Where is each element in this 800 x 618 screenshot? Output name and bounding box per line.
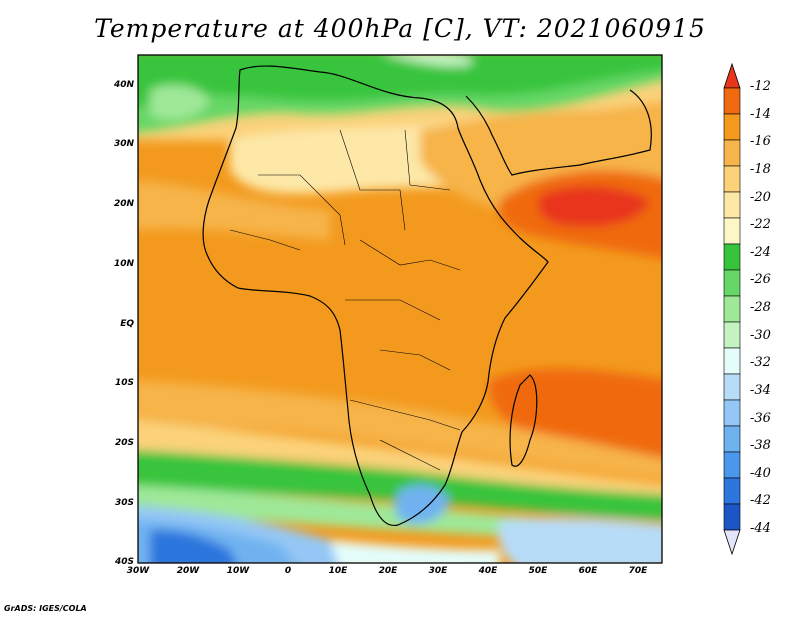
colorbar-level-label: -28 — [750, 300, 771, 315]
colorbar-level-label: -12 — [750, 79, 771, 94]
colorbar-swatch — [723, 269, 741, 297]
lon-tick-label: 50E — [528, 566, 548, 576]
lon-tick-label: 70E — [628, 566, 648, 576]
colorbar-level-label: -36 — [750, 410, 771, 426]
colorbar-level-label: -18 — [750, 161, 771, 177]
lat-tick-label: 20N — [113, 199, 134, 209]
colorbar-level-label: -30 — [750, 327, 771, 343]
coastline-africa — [202, 65, 652, 526]
colorbar-swatch — [723, 347, 741, 375]
lon-tick-label: 30W — [126, 566, 150, 576]
lon-tick-label: 60E — [578, 566, 598, 576]
lon-tick-label: 10W — [226, 566, 250, 576]
temperature-field — [138, 55, 662, 563]
lon-tick-label: 20E — [378, 566, 398, 576]
lat-tick-label: EQ — [120, 319, 134, 329]
map-frame — [137, 54, 663, 564]
colorbar-level-label: -38 — [750, 438, 771, 454]
colorbar-swatch — [723, 191, 741, 219]
colorbar-swatch — [723, 477, 741, 505]
lat-tick-label: 20S — [114, 438, 134, 448]
colorbar-level-label: -32 — [750, 355, 771, 371]
colorbar-swatch — [723, 243, 741, 271]
colorbar-level-label: -40 — [750, 465, 771, 481]
colorbar-level-label: -44 — [750, 521, 771, 536]
lat-tick-label: 30S — [114, 498, 134, 508]
colorbar-swatch — [723, 295, 741, 323]
colorbar-swatch — [723, 217, 741, 245]
lon-tick-label: 0 — [284, 566, 292, 576]
colorbar — [723, 62, 741, 556]
colorbar-swatch — [723, 373, 741, 401]
colorbar-swatch — [723, 321, 741, 349]
map-title: Temperature at 400hPa [C], VT: 202106091… — [94, 14, 706, 43]
colorbar-swatch — [723, 165, 741, 193]
colorbar-swatch — [723, 87, 741, 115]
lat-tick-label: 10S — [114, 378, 134, 388]
lat-tick-label: 40N — [113, 80, 134, 90]
colorbar-level-label: -14 — [750, 106, 771, 122]
lon-tick-label: 10E — [328, 566, 348, 576]
colorbar-level-label: -42 — [750, 493, 771, 509]
lat-tick-label: 30N — [113, 139, 134, 149]
colorbar-level-label: -16 — [750, 134, 771, 150]
lon-tick-label: 20W — [176, 566, 200, 576]
colorbar-level-label: -26 — [750, 272, 771, 288]
colorbar-level-label: -24 — [750, 244, 771, 260]
country-borders — [229, 129, 461, 471]
colorbar-swatch — [723, 139, 741, 167]
lat-tick-label: 40S — [114, 557, 134, 567]
colorbar-swatch — [723, 425, 741, 453]
colorbar-swatch — [723, 503, 741, 531]
lon-tick-label: 30E — [428, 566, 448, 576]
lon-tick-label: 40E — [478, 566, 498, 576]
colorbar-level-label: -22 — [750, 217, 771, 233]
colorbar-swatch — [723, 113, 741, 141]
colorbar-level-label: -20 — [750, 189, 771, 205]
credit-text: GrADS: IGES/COLA — [4, 604, 87, 613]
colorbar-level-label: -34 — [750, 382, 771, 398]
lat-tick-label: 10N — [113, 259, 134, 269]
colorbar-swatch — [723, 399, 741, 427]
colorbar-swatch — [723, 451, 741, 479]
